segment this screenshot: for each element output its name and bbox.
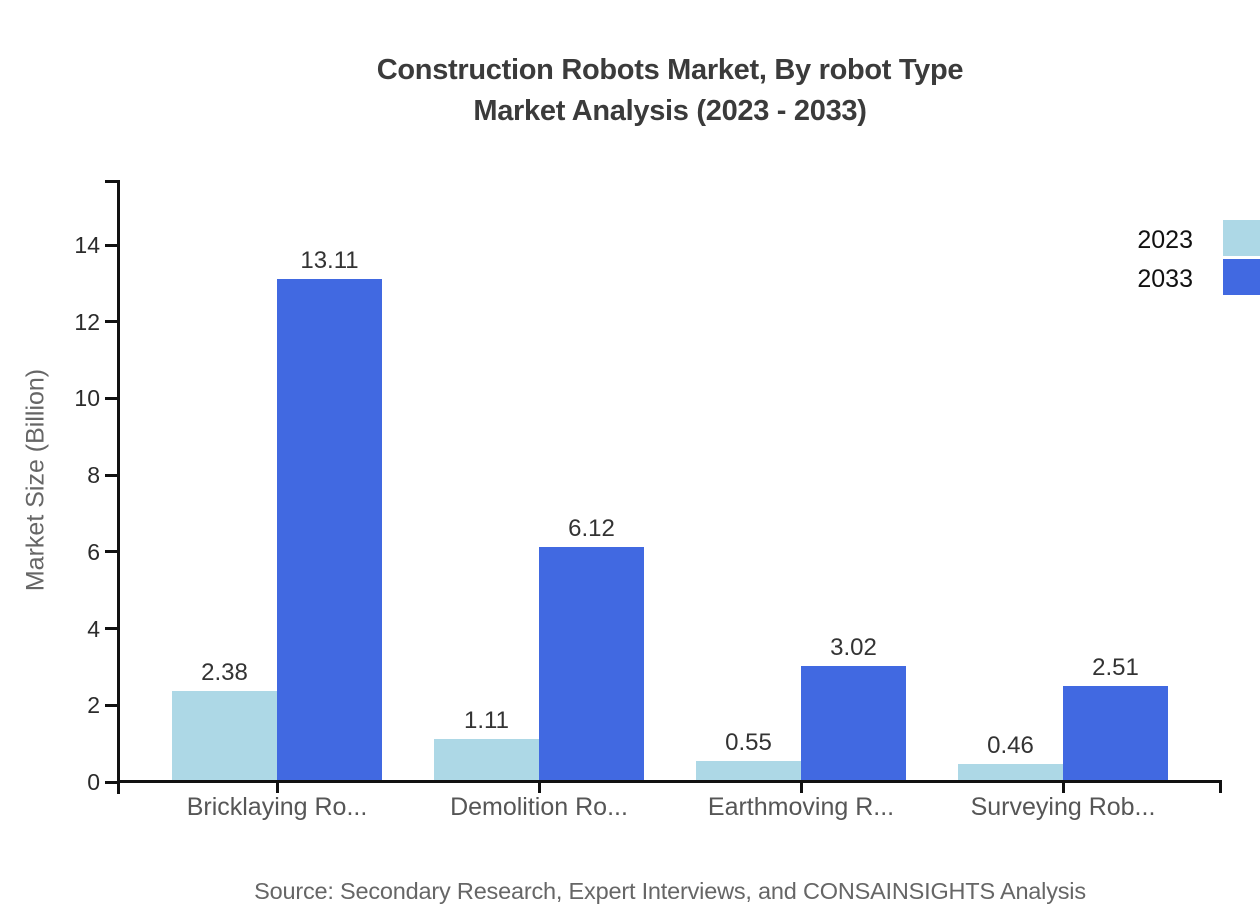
x-tick-mark-demolition-ro — [537, 780, 541, 793]
chart-title-line1: Construction Robots Market, By robot Typ… — [376, 54, 964, 86]
category-label-surveying-rob: Surveying Rob... — [970, 793, 1156, 821]
value-label-bricklaying-ro-2023: 2.38 — [201, 658, 248, 686]
x-tick-mark-earthmoving-r — [799, 780, 803, 793]
x-axis-line — [117, 780, 1222, 783]
value-label-demolition-ro-2033: 6.12 — [568, 515, 615, 543]
y-tick-mark-12 — [105, 320, 118, 324]
x-axis-end-cap-tick — [1219, 780, 1222, 793]
bar-demolition-ro-2023[interactable] — [434, 739, 539, 782]
x-tick-mark-surveying-rob — [1061, 780, 1065, 793]
chart-title-line2: Market Analysis (2023 - 2033) — [473, 95, 867, 127]
bar-earthmoving-r-2023[interactable] — [696, 760, 801, 782]
bar-surveying-rob-2023[interactable] — [958, 764, 1063, 782]
y-axis-end-cap-tick — [105, 180, 118, 183]
y-tick-mark-4 — [105, 627, 118, 631]
y-tick-mark-8 — [105, 473, 118, 477]
bar-bricklaying-ro-2023[interactable] — [172, 690, 277, 782]
bar-surveying-rob-2033[interactable] — [1063, 685, 1168, 782]
y-tick-label-6: 6 — [87, 538, 100, 565]
legend-label-2023[interactable]: 2023 — [1137, 226, 1193, 254]
bar-earthmoving-r-2033[interactable] — [801, 666, 906, 782]
y-tick-label-0: 0 — [87, 769, 100, 795]
value-label-surveying-rob-2023: 0.46 — [987, 732, 1034, 760]
legend-swatch-2033[interactable] — [1223, 259, 1260, 295]
y-tick-label-8: 8 — [87, 462, 100, 489]
y-tick-label-2: 2 — [87, 692, 100, 719]
chart-title: Construction Robots Market, By robot Typ… — [75, 50, 1260, 132]
value-label-earthmoving-r-2023: 0.55 — [725, 728, 772, 756]
y-tick-mark-6 — [105, 550, 118, 554]
value-label-earthmoving-r-2033: 3.02 — [830, 634, 877, 662]
value-label-demolition-ro-2023: 1.11 — [464, 707, 509, 735]
source-attribution: Source: Secondary Research, Expert Inter… — [254, 878, 1086, 904]
y-tick-mark-0 — [105, 780, 118, 784]
value-label-bricklaying-ro-2033: 13.11 — [300, 247, 359, 275]
y-tick-mark-2 — [105, 703, 118, 707]
y-axis-line — [117, 180, 120, 794]
category-label-demolition-ro: Demolition Ro... — [450, 793, 628, 821]
y-tick-mark-14 — [105, 243, 118, 247]
y-tick-mark-10 — [105, 396, 118, 400]
bar-bricklaying-ro-2033[interactable] — [277, 279, 382, 782]
x-tick-mark-bricklaying-ro — [275, 780, 279, 793]
y-tick-label-14: 14 — [74, 232, 100, 258]
category-label-bricklaying-ro: Bricklaying Ro... — [186, 793, 368, 821]
y-tick-label-12: 12 — [74, 308, 100, 335]
y-tick-label-10: 10 — [74, 385, 100, 412]
legend-swatch-2023[interactable] — [1223, 220, 1260, 256]
value-label-surveying-rob-2033: 2.51 — [1092, 653, 1139, 681]
category-label-earthmoving-r: Earthmoving R... — [707, 793, 895, 821]
y-tick-label-4: 4 — [87, 615, 100, 642]
legend-label-2033[interactable]: 2033 — [1137, 265, 1193, 293]
bar-demolition-ro-2033[interactable] — [539, 547, 644, 782]
